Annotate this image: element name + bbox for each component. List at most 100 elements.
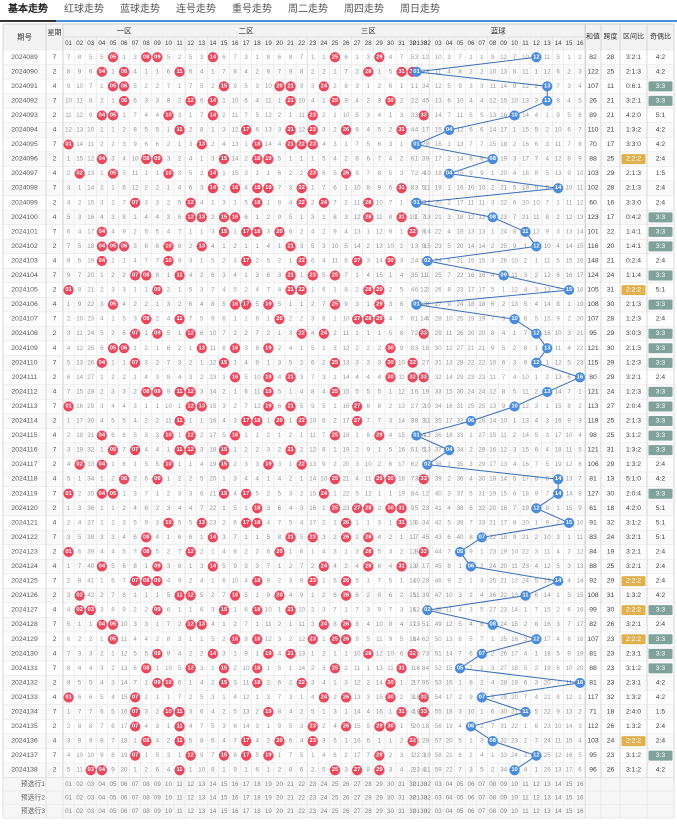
predict-red-cell[interactable]: 11 [176, 781, 183, 788]
predict-red-cell[interactable]: 17 [243, 794, 250, 801]
predict-blue-cell[interactable]: 10 [511, 794, 518, 801]
predict-red-cell[interactable]: 13 [198, 808, 205, 815]
predict-red-cell[interactable]: 29 [376, 808, 383, 815]
predict-red-cell[interactable]: 16 [232, 808, 239, 815]
tab-4[interactable]: 重号走势 [232, 4, 272, 15]
predict-red-cell[interactable]: 20 [276, 781, 283, 788]
predict-red-cell[interactable]: 01 [65, 808, 72, 815]
predict-red-cell[interactable]: 31 [398, 808, 405, 815]
predict-red-cell[interactable]: 15 [221, 808, 228, 815]
predict-red-cell[interactable]: 07 [132, 808, 139, 815]
predict-blue-cell[interactable]: 15 [566, 781, 573, 788]
predict-blue-cell[interactable]: 15 [566, 794, 573, 801]
predict-blue-cell[interactable]: 11 [522, 781, 529, 788]
predict-red-cell[interactable]: 30 [387, 794, 394, 801]
predict-red-cell[interactable]: 23 [309, 781, 316, 788]
predict-blue-cell[interactable]: 02 [424, 781, 431, 788]
predict-blue-cell[interactable]: 05 [457, 794, 464, 801]
predict-red-cell[interactable]: 08 [143, 781, 150, 788]
predict-blue-cell[interactable]: 09 [500, 794, 507, 801]
predict-blue-cell[interactable]: 01 [413, 781, 420, 788]
predict-blue-cell[interactable]: 11 [522, 808, 529, 815]
predict-red-cell[interactable]: 07 [132, 781, 139, 788]
predict-red-cell[interactable]: 27 [354, 794, 361, 801]
predict-red-cell[interactable]: 06 [121, 794, 128, 801]
predict-red-cell[interactable]: 25 [332, 781, 339, 788]
predict-blue-cell[interactable]: 07 [478, 781, 485, 788]
predict-blue-cell[interactable]: 13 [544, 794, 551, 801]
predict-red-cell[interactable]: 23 [309, 794, 316, 801]
predict-red-cell[interactable]: 20 [276, 808, 283, 815]
predict-red-cell[interactable]: 03 [87, 781, 94, 788]
predict-blue-cell[interactable]: 03 [435, 781, 442, 788]
predict-red-cell[interactable]: 24 [320, 808, 327, 815]
predict-red-cell[interactable]: 10 [165, 781, 172, 788]
predict-red-cell[interactable]: 15 [221, 794, 228, 801]
predict-red-cell[interactable]: 24 [320, 794, 327, 801]
predict-blue-cell[interactable]: 12 [533, 808, 540, 815]
predict-red-cell[interactable]: 22 [298, 781, 305, 788]
predict-red-cell[interactable]: 09 [154, 794, 161, 801]
predict-blue-cell[interactable]: 15 [566, 808, 573, 815]
predict-red-cell[interactable]: 03 [87, 794, 94, 801]
predict-blue-cell[interactable]: 16 [577, 794, 584, 801]
predict-red-cell[interactable]: 12 [187, 794, 194, 801]
predict-red-cell[interactable]: 27 [354, 781, 361, 788]
predict-red-cell[interactable]: 16 [232, 794, 239, 801]
predict-red-cell[interactable]: 25 [332, 808, 339, 815]
predict-red-cell[interactable]: 13 [198, 781, 205, 788]
predict-blue-cell[interactable]: 06 [468, 781, 475, 788]
predict-red-cell[interactable]: 29 [376, 781, 383, 788]
predict-blue-cell[interactable]: 05 [457, 808, 464, 815]
predict-red-cell[interactable]: 21 [287, 808, 294, 815]
predict-red-cell[interactable]: 04 [98, 794, 105, 801]
predict-red-cell[interactable]: 29 [376, 794, 383, 801]
predict-blue-cell[interactable]: 14 [555, 781, 562, 788]
predict-blue-cell[interactable]: 03 [435, 808, 442, 815]
predict-red-cell[interactable]: 31 [398, 781, 405, 788]
predict-blue-cell[interactable]: 08 [489, 781, 496, 788]
predict-red-cell[interactable]: 02 [76, 781, 83, 788]
predict-blue-cell[interactable]: 05 [457, 781, 464, 788]
tab-5[interactable]: 周二走势 [288, 4, 328, 15]
predict-red-cell[interactable]: 25 [332, 794, 339, 801]
predict-red-cell[interactable]: 05 [110, 781, 117, 788]
predict-blue-cell[interactable]: 02 [424, 808, 431, 815]
tab-7[interactable]: 周日走势 [400, 4, 440, 15]
tab-0[interactable]: 基本走势 [0, 0, 56, 22]
predict-red-cell[interactable]: 21 [287, 794, 294, 801]
predict-blue-cell[interactable]: 04 [446, 794, 453, 801]
predict-blue-cell[interactable]: 06 [468, 808, 475, 815]
predict-blue-cell[interactable]: 14 [555, 808, 562, 815]
predict-blue-cell[interactable]: 04 [446, 808, 453, 815]
predict-red-cell[interactable]: 26 [343, 808, 350, 815]
predict-red-cell[interactable]: 02 [76, 808, 83, 815]
predict-blue-cell[interactable]: 01 [413, 794, 420, 801]
predict-red-cell[interactable]: 10 [165, 794, 172, 801]
predict-blue-cell[interactable]: 07 [478, 794, 485, 801]
predict-red-cell[interactable]: 07 [132, 794, 139, 801]
predict-blue-cell[interactable]: 16 [577, 781, 584, 788]
predict-red-cell[interactable]: 08 [143, 808, 150, 815]
tab-3[interactable]: 连号走势 [176, 4, 216, 15]
predict-red-cell[interactable]: 15 [221, 781, 228, 788]
predict-red-cell[interactable]: 04 [98, 808, 105, 815]
predict-red-cell[interactable]: 09 [154, 781, 161, 788]
predict-blue-cell[interactable]: 14 [555, 794, 562, 801]
predict-blue-cell[interactable]: 02 [424, 794, 431, 801]
predict-red-cell[interactable]: 02 [76, 794, 83, 801]
predict-red-cell[interactable]: 12 [187, 808, 194, 815]
predict-red-cell[interactable]: 01 [65, 794, 72, 801]
predict-red-cell[interactable]: 05 [110, 794, 117, 801]
tab-6[interactable]: 周四走势 [344, 4, 384, 15]
predict-red-cell[interactable]: 14 [209, 808, 216, 815]
predict-red-cell[interactable]: 20 [276, 794, 283, 801]
predict-red-cell[interactable]: 19 [265, 781, 272, 788]
predict-blue-cell[interactable]: 01 [413, 808, 420, 815]
predict-blue-cell[interactable]: 09 [500, 781, 507, 788]
predict-red-cell[interactable]: 21 [287, 781, 294, 788]
predict-red-cell[interactable]: 04 [98, 781, 105, 788]
predict-red-cell[interactable]: 28 [365, 808, 372, 815]
predict-red-cell[interactable]: 18 [254, 808, 261, 815]
predict-red-cell[interactable]: 06 [121, 781, 128, 788]
